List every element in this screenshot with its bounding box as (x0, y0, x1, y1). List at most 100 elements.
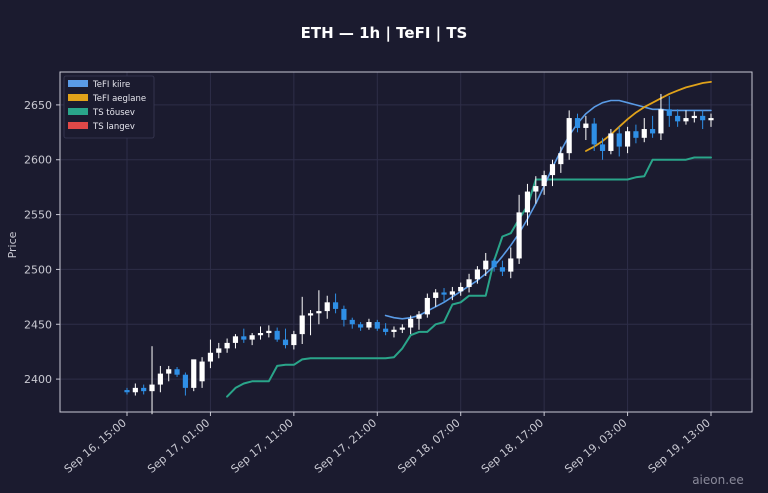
candle-up (316, 311, 322, 314)
candle-up (608, 133, 614, 151)
candle-up (416, 314, 422, 319)
legend-label: TS langev (92, 122, 135, 132)
watermark: aieon.ee (692, 473, 744, 487)
candle-down (349, 319, 355, 325)
candle-up (424, 297, 430, 315)
candle-down (274, 330, 280, 340)
candle-up (191, 359, 197, 388)
y-tick-label: 2550 (24, 209, 52, 222)
candle-down (341, 308, 347, 320)
candle-up (257, 333, 264, 336)
tefi-slow-line (585, 81, 712, 152)
candle-up (166, 369, 172, 374)
legend-items: TeFI kiire TeFI aeglane TS tõusev TS langev (68, 80, 146, 132)
candle-down (141, 387, 147, 392)
candle-down (241, 336, 247, 340)
candle-up (324, 302, 330, 312)
candle-up (466, 279, 472, 287)
candle-up (216, 348, 222, 353)
candle-down (441, 292, 447, 295)
candle-down (675, 115, 681, 122)
candle-up (458, 286, 464, 292)
candles (124, 93, 714, 415)
candle-up (683, 118, 689, 122)
series-layer (226, 81, 712, 398)
candle-up (566, 118, 572, 154)
candle-up (291, 334, 297, 346)
candle-down (666, 109, 672, 116)
candle-down (574, 118, 581, 128)
candle-down (700, 115, 706, 121)
candle-up (207, 352, 214, 362)
candle-up (524, 191, 531, 213)
legend-label: TeFI aeglane (92, 94, 146, 104)
legend-swatch (68, 122, 88, 129)
candle-up (132, 387, 138, 393)
candle-up (157, 373, 163, 385)
legend-swatch (68, 108, 88, 115)
candle-up (708, 118, 714, 121)
candle-up (641, 129, 647, 138)
y-axis-label: Price (6, 231, 19, 258)
candle-up (449, 291, 455, 295)
candle-up (224, 342, 230, 349)
tefi-fast-line (384, 99, 712, 320)
candle-up (249, 335, 255, 340)
candle-up (391, 329, 397, 332)
candle-up (474, 269, 480, 280)
ts-rising-line (226, 156, 712, 398)
plot-frame (59, 71, 753, 413)
candle-up (541, 175, 547, 187)
candle-up (483, 260, 489, 270)
candle-down (374, 322, 380, 329)
candle-up (149, 384, 155, 392)
candle-down (124, 390, 130, 393)
candle-down (599, 144, 606, 151)
candle-up (508, 258, 514, 272)
y-tick-label: 2650 (24, 99, 52, 112)
legend-swatch (68, 94, 88, 101)
candle-up (433, 292, 439, 298)
candle-down (491, 260, 497, 268)
candle-up (533, 186, 539, 192)
chart-title: ETH — 1h | TeFI | TS (301, 24, 468, 43)
candle-up (583, 123, 589, 128)
candle-down (332, 302, 339, 309)
legend-label: TeFI kiire (92, 80, 130, 90)
candle-up (307, 313, 314, 316)
candle-down (358, 324, 364, 328)
candle-up (408, 318, 414, 328)
candle-down (383, 328, 389, 332)
legend-swatch (68, 80, 88, 87)
y-tick-label: 2600 (24, 154, 52, 167)
candle-down (650, 129, 656, 134)
candle-down (282, 339, 289, 346)
y-axis-ticks: 2400 2450 2500 2550 2600 2650 (24, 99, 60, 386)
legend-label: TS tõusev (92, 108, 135, 118)
candle-down (633, 131, 639, 138)
candle-up (299, 315, 305, 335)
candle-up (366, 322, 372, 328)
y-tick-label: 2450 (24, 318, 52, 331)
grid (60, 72, 752, 412)
candle-up (516, 212, 522, 259)
y-tick-label: 2500 (24, 263, 52, 276)
candle-up (558, 153, 564, 165)
candle-down (182, 374, 188, 388)
candle-up (691, 115, 697, 119)
candle-up (624, 131, 631, 147)
candle-up (549, 164, 556, 176)
candle-up (399, 327, 405, 330)
candle-down (174, 369, 180, 375)
candle-down (616, 133, 622, 147)
candle-down (591, 123, 597, 145)
candle-up (266, 330, 272, 334)
y-tick-label: 2400 (24, 373, 52, 386)
candle-up (658, 109, 664, 134)
candle-up (199, 361, 205, 382)
legend: TeFI kiire TeFI aeglane TS tõusev TS langev (63, 75, 155, 139)
candle-down (499, 267, 506, 272)
